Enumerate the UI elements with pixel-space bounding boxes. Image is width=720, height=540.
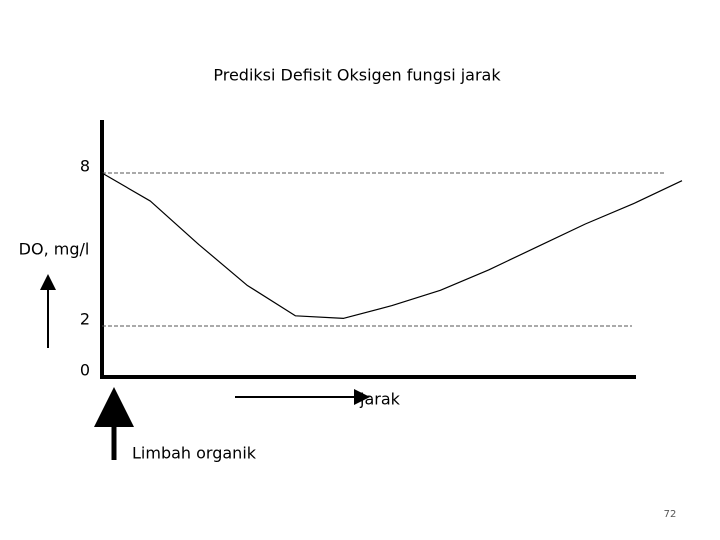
y-tick-label: 0: [80, 361, 90, 380]
chart-title: Prediksi Defisit Oksigen fungsi jarak: [213, 66, 501, 85]
annotation: Limbah organik: [132, 444, 257, 463]
x-axis-label: jarak: [359, 390, 401, 409]
line: [101, 172, 683, 319]
y-tick-label: 8: [80, 157, 90, 176]
y-axis-label: DO, mg/l: [19, 240, 90, 259]
y-tick-label: 2: [80, 310, 90, 329]
page-number: 72: [664, 509, 677, 520]
